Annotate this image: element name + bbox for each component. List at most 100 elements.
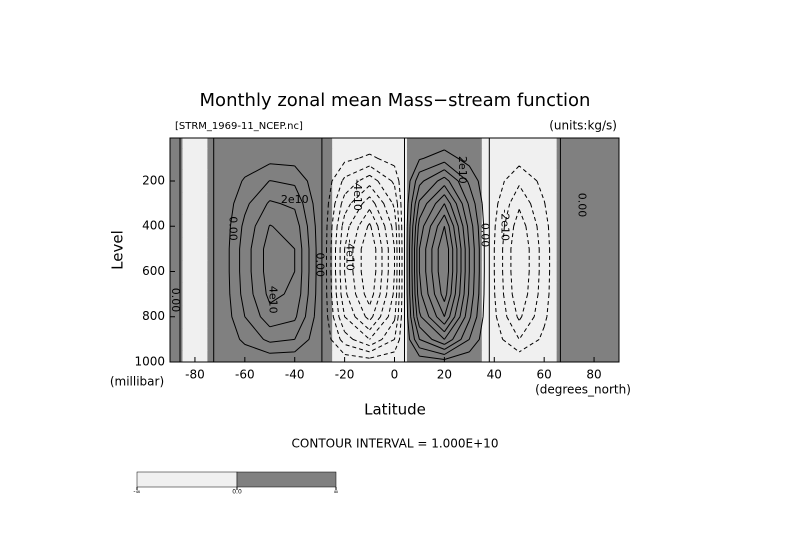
field-cell	[431, 237, 458, 261]
field-cell	[232, 282, 258, 306]
contour-label: 0.00	[478, 223, 491, 248]
field-cell	[431, 305, 458, 329]
field-cell	[307, 350, 333, 363]
field-cell	[556, 192, 583, 216]
field-cell	[282, 169, 308, 193]
field-cell	[182, 350, 208, 363]
field-cell	[431, 148, 458, 171]
field-cell	[456, 148, 483, 171]
field-cell	[207, 305, 233, 329]
field-cell	[581, 328, 608, 352]
colorbar-label: 0.0	[232, 489, 242, 496]
field-cell	[606, 237, 620, 261]
contour-line	[339, 185, 395, 340]
y-axis-unit: (millibar)	[110, 375, 164, 389]
field-cell	[257, 214, 283, 239]
field-cell	[531, 192, 558, 216]
field-cell	[357, 237, 383, 261]
field-cell	[481, 148, 508, 171]
field-cell	[257, 138, 283, 149]
field-cell	[257, 169, 283, 193]
field-cell	[282, 138, 308, 149]
field-cell	[531, 138, 558, 149]
contour-line	[250, 169, 475, 350]
field-cell	[531, 350, 558, 363]
field-cell	[332, 138, 358, 149]
field-cell	[481, 305, 508, 329]
field-cell	[182, 282, 208, 306]
field-cell	[232, 214, 258, 239]
field-cell	[332, 169, 358, 193]
field-cell	[606, 350, 620, 363]
field-cell	[406, 282, 433, 306]
y-tick-label: 800	[142, 309, 165, 323]
field-cell	[257, 282, 283, 306]
field-cell	[182, 260, 208, 284]
field-cell	[182, 148, 208, 171]
field-cell	[456, 169, 483, 193]
field-cell	[170, 328, 183, 352]
field-cell	[456, 305, 483, 329]
field-cell	[282, 350, 308, 363]
field-cell	[207, 282, 233, 306]
field-cell	[257, 260, 283, 284]
contour-label: -4e10	[344, 239, 357, 271]
field-cell	[581, 148, 608, 171]
field-cell	[556, 328, 583, 352]
field-cell	[581, 260, 608, 284]
field-cell	[307, 214, 333, 239]
field-cell	[406, 169, 433, 193]
field-cell	[257, 328, 283, 352]
field-cell	[481, 192, 508, 216]
field-cell	[506, 192, 533, 216]
field-cell	[556, 260, 583, 284]
field-cell	[257, 237, 283, 261]
field-cell	[506, 282, 533, 306]
colorbar-positive	[236, 471, 337, 488]
field-cell	[182, 138, 208, 149]
field-cell	[581, 282, 608, 306]
field-cell	[182, 214, 208, 239]
field-cell	[357, 138, 383, 149]
colorbar-label: -∞	[133, 489, 140, 496]
field-cell	[357, 328, 383, 352]
field-cell	[456, 138, 483, 149]
contour-label: -4e10	[351, 179, 364, 211]
field-cell	[207, 138, 233, 149]
y-tick-label: 1000	[134, 355, 165, 369]
field-cell	[581, 237, 608, 261]
y-tick-label: 400	[142, 219, 165, 233]
field-cell	[556, 237, 583, 261]
field-cell	[531, 237, 558, 261]
field-cell	[431, 138, 458, 149]
field-cell	[556, 138, 583, 149]
field-cell	[531, 169, 558, 193]
field-cell	[170, 350, 183, 363]
field-cell	[357, 282, 383, 306]
field-cell	[531, 260, 558, 284]
field-cell	[606, 148, 620, 171]
field-cell	[506, 350, 533, 363]
field-cell	[232, 350, 258, 363]
contour-line	[360, 223, 377, 306]
field-cell	[307, 328, 333, 352]
field-cell	[332, 282, 358, 306]
field-cell	[357, 192, 383, 216]
x-tick-label: 40	[487, 368, 502, 382]
contour-line	[263, 176, 470, 345]
field-cell	[282, 192, 308, 216]
y-axis-label: Level	[109, 230, 127, 270]
field-cell	[531, 214, 558, 239]
field-cell	[357, 214, 383, 239]
contour-label: -2e10	[498, 209, 511, 241]
field-cell	[581, 169, 608, 193]
contour-line	[179, 138, 561, 362]
field-cell	[406, 192, 433, 216]
x-tick-label: -60	[235, 368, 255, 382]
field-cell	[282, 214, 308, 239]
contour-line	[352, 209, 383, 321]
contour-label: 2e10	[281, 193, 309, 206]
x-tick-label: 20	[437, 368, 452, 382]
field-cell	[581, 192, 608, 216]
colorbar-label: ∞	[334, 489, 339, 496]
